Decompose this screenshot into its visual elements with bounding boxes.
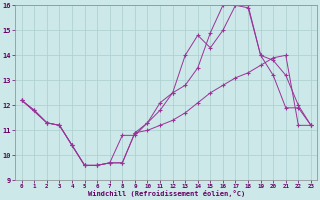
X-axis label: Windchill (Refroidissement éolien,°C): Windchill (Refroidissement éolien,°C)	[88, 190, 245, 197]
